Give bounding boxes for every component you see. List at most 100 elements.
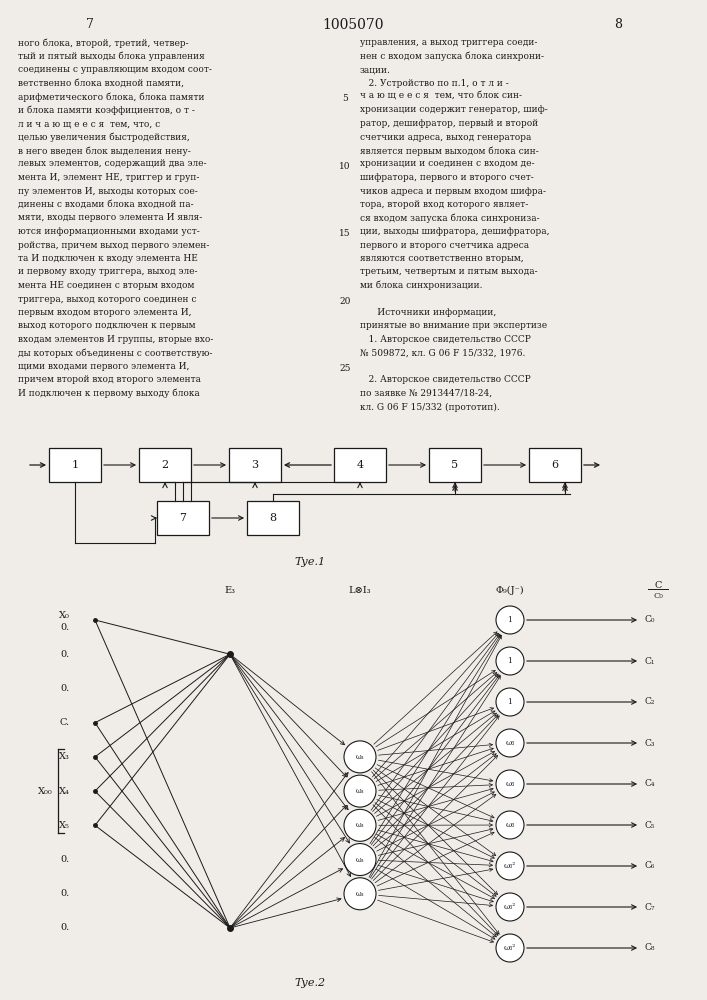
Text: 1. Авторское свидетельство СССР: 1. Авторское свидетельство СССР	[360, 335, 531, 344]
Text: ω₃: ω₃	[356, 890, 364, 898]
Text: 1: 1	[71, 460, 78, 470]
Text: первым входом второго элемента И,: первым входом второго элемента И,	[18, 308, 192, 317]
Text: левых элементов, содержащий два эле-: левых элементов, содержащий два эле-	[18, 159, 206, 168]
Text: причем второй вход второго элемента: причем второй вход второго элемента	[18, 375, 201, 384]
Text: C₈: C₈	[645, 944, 655, 952]
Circle shape	[344, 878, 376, 910]
Text: кл. G 06 F 15/332 (прототип).: кл. G 06 F 15/332 (прототип).	[360, 402, 500, 412]
Text: выход которого подключен к первым: выход которого подключен к первым	[18, 322, 196, 330]
Text: X₃: X₃	[59, 752, 70, 761]
Text: ся входом запуска блока синхрониза-: ся входом запуска блока синхрониза-	[360, 214, 539, 223]
Text: соединены с управляющим входом соот-: соединены с управляющим входом соот-	[18, 65, 212, 74]
Text: 6: 6	[551, 460, 559, 470]
Text: ды которых объединены с соответствую-: ды которых объединены с соответствую-	[18, 349, 212, 358]
Text: C₀: C₀	[653, 592, 663, 600]
Text: тый и пятый выходы блока управления: тый и пятый выходы блока управления	[18, 51, 205, 61]
Text: ратор, дешифратор, первый и второй: ратор, дешифратор, первый и второй	[360, 119, 538, 128]
Text: входам элементов И группы, вторые вхо-: входам элементов И группы, вторые вхо-	[18, 335, 214, 344]
Text: ω₃²: ω₃²	[504, 903, 516, 911]
Text: чиков адреса и первым входом шифра-: чиков адреса и первым входом шифра-	[360, 186, 546, 196]
Text: 0.: 0.	[61, 855, 70, 864]
Circle shape	[496, 770, 524, 798]
Text: 7: 7	[180, 513, 187, 523]
Text: хронизации и соединен с входом де-: хронизации и соединен с входом де-	[360, 159, 534, 168]
Text: зации.: зации.	[360, 65, 391, 74]
Text: X₅: X₅	[59, 821, 70, 830]
Text: арифметического блока, блока памяти: арифметического блока, блока памяти	[18, 92, 204, 102]
Text: 10: 10	[339, 162, 351, 171]
Text: по заявке № 2913447/18-24,: по заявке № 2913447/18-24,	[360, 389, 492, 398]
Text: ω₃²: ω₃²	[504, 944, 516, 952]
Text: 5: 5	[342, 94, 348, 103]
Text: И подключен к первому выходу блока: И подключен к первому выходу блока	[18, 389, 200, 398]
Text: 0.: 0.	[61, 684, 70, 693]
Text: триггера, выход которого соединен с: триггера, выход которого соединен с	[18, 294, 197, 304]
Text: хронизации содержит генератор, шиф-: хронизации содержит генератор, шиф-	[360, 105, 548, 114]
Text: X₄: X₄	[59, 787, 70, 796]
Text: ω₃: ω₃	[506, 780, 515, 788]
Text: и блока памяти коэффициентов, о т -: и блока памяти коэффициентов, о т -	[18, 105, 195, 115]
Text: C.: C.	[60, 718, 70, 727]
Text: 3: 3	[252, 460, 259, 470]
Bar	[334, 448, 386, 482]
Circle shape	[496, 852, 524, 880]
Text: в него введен блок выделения нену-: в него введен блок выделения нену-	[18, 146, 191, 155]
Text: мента И, элемент НЕ, триггер и груп-: мента И, элемент НЕ, триггер и груп-	[18, 173, 199, 182]
Text: 2. Устройство по п.1, о т л и -: 2. Устройство по п.1, о т л и -	[360, 79, 509, 88]
Text: шифратора, первого и второго счет-: шифратора, первого и второго счет-	[360, 173, 534, 182]
Bar	[229, 448, 281, 482]
Text: 1: 1	[508, 616, 513, 624]
Text: 1: 1	[508, 698, 513, 706]
Text: 0.: 0.	[61, 889, 70, 898]
Text: первого и второго счетчика адреса: первого и второго счетчика адреса	[360, 240, 529, 249]
Text: 0.: 0.	[61, 650, 70, 659]
Text: ч а ю щ е е с я  тем, что блок син-: ч а ю щ е е с я тем, что блок син-	[360, 92, 522, 101]
Text: третьим, четвертым и пятым выхода-: третьим, четвертым и пятым выхода-	[360, 267, 537, 276]
Circle shape	[496, 811, 524, 839]
Text: Источники информации,: Источники информации,	[360, 308, 496, 317]
Bar	[157, 501, 209, 535]
Text: 4: 4	[356, 460, 363, 470]
Text: L⊗I₃: L⊗I₃	[349, 586, 371, 595]
Text: целью увеличения быстродействия,: целью увеличения быстродействия,	[18, 132, 189, 142]
Text: C₇: C₇	[645, 902, 655, 912]
Text: щими входами первого элемента И,: щими входами первого элемента И,	[18, 362, 189, 371]
Text: ройства, причем выход первого элемен-: ройства, причем выход первого элемен-	[18, 240, 209, 249]
Text: C₁: C₁	[645, 656, 655, 666]
Text: 0.: 0.	[61, 924, 70, 932]
Text: 20: 20	[339, 297, 351, 306]
Circle shape	[496, 647, 524, 675]
Text: 7: 7	[86, 18, 94, 31]
Text: E₃: E₃	[225, 586, 235, 595]
Text: X₀₀: X₀₀	[38, 787, 53, 796]
Text: Τуе.2: Τуе.2	[294, 978, 325, 988]
Circle shape	[496, 729, 524, 757]
Text: управления, а выход триггера соеди-: управления, а выход триггера соеди-	[360, 38, 537, 47]
Text: Τуе.1: Τуе.1	[294, 557, 325, 567]
Bar	[247, 501, 299, 535]
Text: принятые во внимание при экспертизе: принятые во внимание при экспертизе	[360, 322, 547, 330]
Text: ω₃: ω₃	[506, 739, 515, 747]
Text: 5: 5	[452, 460, 459, 470]
Text: нен с входом запуска блока синхрони-: нен с входом запуска блока синхрони-	[360, 51, 544, 61]
Text: ции, выходы шифратора, дешифратора,: ции, выходы шифратора, дешифратора,	[360, 227, 549, 236]
Text: C₂: C₂	[645, 698, 655, 706]
Circle shape	[344, 775, 376, 807]
Text: 15: 15	[339, 229, 351, 238]
Text: C₃: C₃	[645, 738, 655, 748]
Circle shape	[496, 893, 524, 921]
Text: Φ₉(J⁻): Φ₉(J⁻)	[496, 586, 525, 595]
Circle shape	[496, 934, 524, 962]
Text: пу элементов И, выходы которых сое-: пу элементов И, выходы которых сое-	[18, 186, 198, 196]
Text: C₆: C₆	[645, 861, 655, 870]
Text: ω₃: ω₃	[506, 821, 515, 829]
Bar	[529, 448, 581, 482]
Text: тора, второй вход которого являет-: тора, второй вход которого являет-	[360, 200, 528, 209]
Text: 2: 2	[161, 460, 168, 470]
Text: 8: 8	[614, 18, 622, 31]
Text: ω₃: ω₃	[356, 753, 364, 761]
Circle shape	[496, 688, 524, 716]
Text: ветственно блока входной памяти,: ветственно блока входной памяти,	[18, 79, 184, 88]
Text: C₀: C₀	[645, 615, 655, 624]
Text: та И подключен к входу элемента НЕ: та И подключен к входу элемента НЕ	[18, 254, 198, 263]
